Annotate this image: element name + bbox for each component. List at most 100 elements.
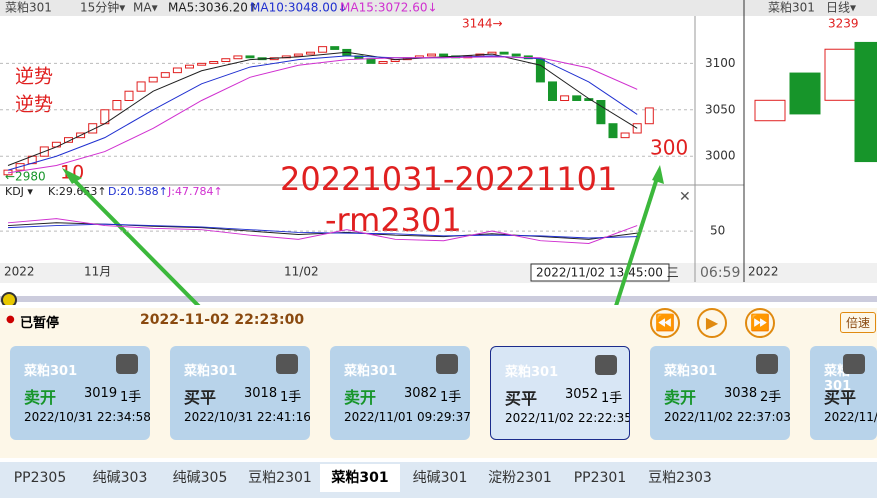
note: 20221031-20221101 bbox=[280, 160, 617, 198]
line bbox=[7, 55, 638, 171]
note: 逆势 bbox=[15, 66, 53, 88]
kdj-j: J:47.784↑ bbox=[167, 185, 223, 198]
trade-card[interactable]: 菜粕301 买平 3018 1手 2022/10/31 22:41:16 bbox=[170, 346, 310, 440]
card-price: 3052 bbox=[565, 387, 599, 402]
speed-button[interactable]: 倍速 bbox=[840, 312, 877, 333]
candle bbox=[560, 95, 570, 101]
candle bbox=[608, 123, 618, 139]
tab[interactable]: PP2305 bbox=[13, 470, 67, 486]
candle bbox=[245, 55, 255, 59]
candle bbox=[644, 107, 654, 125]
next-button[interactable]: ⏩ bbox=[745, 308, 775, 338]
ma10: MA10:3048.00↓ bbox=[250, 1, 348, 15]
card-qty: 1手 bbox=[280, 390, 302, 405]
daily-candle bbox=[854, 41, 877, 163]
card-price: 3018 bbox=[244, 386, 278, 401]
candle bbox=[330, 46, 340, 50]
kdj-k: K:29.653↑ bbox=[48, 185, 107, 198]
chat-icon[interactable] bbox=[436, 354, 458, 374]
candle bbox=[427, 53, 436, 57]
candle bbox=[124, 90, 134, 102]
trade-card[interactable]: 菜粕301 卖开 3082 1手 2022/11/01 09:29:37 bbox=[330, 346, 470, 440]
chat-icon[interactable] bbox=[116, 354, 138, 374]
x-label: 11月 bbox=[84, 265, 111, 279]
period[interactable]: 15分钟▾ bbox=[80, 0, 125, 15]
tab[interactable]: 纯碱305 bbox=[172, 470, 228, 486]
y-tick-label: 3000 bbox=[705, 149, 736, 163]
note: 300 bbox=[650, 136, 688, 160]
card-qty: 1手 bbox=[120, 390, 142, 405]
ma15: MA15:3072.60↓ bbox=[340, 1, 438, 15]
slider-track[interactable] bbox=[0, 296, 877, 302]
prev-button[interactable]: ⏪ bbox=[650, 308, 680, 338]
candle bbox=[136, 81, 146, 92]
tab[interactable]: 豆粕2301 bbox=[248, 470, 312, 486]
status: 已暂停 bbox=[20, 316, 60, 331]
note: 逆势 bbox=[15, 94, 53, 116]
card-qty: 1手 bbox=[601, 391, 623, 406]
candle bbox=[221, 58, 231, 63]
card-time: 2022/11/02 22:37:03 bbox=[664, 410, 790, 424]
chat-icon[interactable] bbox=[756, 354, 778, 374]
chat-icon[interactable] bbox=[595, 355, 617, 375]
trade-card[interactable]: 菜粕301 卖开 3038 2手 2022/11/02 22:37:03 bbox=[650, 346, 790, 440]
candle bbox=[64, 137, 73, 143]
ma5: MA5:3036.20↑ bbox=[168, 1, 258, 15]
candle bbox=[197, 62, 207, 66]
card-time: 2022/11/0 bbox=[824, 410, 877, 424]
y-tick-label: 3050 bbox=[705, 102, 736, 116]
tab[interactable]: 纯碱301 bbox=[412, 470, 468, 486]
card-action: 买平 bbox=[824, 388, 857, 407]
tab[interactable]: 纯碱303 bbox=[92, 470, 148, 486]
low-note: ←2980 bbox=[5, 170, 46, 184]
card-action: 卖开 bbox=[344, 388, 377, 407]
trade-card[interactable]: 菜粕301 卖开 3019 1手 2022/10/31 22:34:58 bbox=[10, 346, 150, 440]
card-action: 买平 bbox=[505, 389, 538, 408]
candle bbox=[572, 95, 582, 101]
right-period[interactable]: 日线▾ bbox=[826, 1, 856, 15]
right-symbol: 菜粕301 bbox=[768, 0, 815, 15]
play-time: 2022-11-02 22:23:00 bbox=[140, 312, 305, 328]
tab-bar: PP2305 纯碱303 纯碱305 豆粕2301 菜粕301 纯碱301 淀粉2301 PP… bbox=[0, 462, 877, 498]
tab[interactable]: 豆粕2303 bbox=[648, 470, 712, 486]
daily-candle bbox=[789, 72, 821, 115]
play-button[interactable]: ▶ bbox=[697, 308, 727, 338]
x-label: 2022 bbox=[748, 265, 779, 279]
card-price: 3019 bbox=[84, 386, 118, 401]
y-tick-label: 3100 bbox=[705, 56, 736, 70]
card-name: 菜粕301 bbox=[344, 364, 398, 379]
card-name: 菜粕301 bbox=[24, 364, 78, 379]
candle bbox=[535, 58, 545, 83]
tab[interactable]: PP2301 bbox=[573, 470, 627, 486]
candle bbox=[548, 81, 557, 102]
tab[interactable]: 淀粉2301 bbox=[488, 470, 552, 486]
card-name: 菜粕301 bbox=[505, 365, 559, 380]
symbol: 菜粕301 bbox=[5, 0, 52, 15]
kdj-label[interactable]: KDJ ▾ bbox=[5, 185, 33, 198]
candle bbox=[499, 51, 509, 55]
chat-icon[interactable] bbox=[843, 354, 865, 374]
card-time: 2022/11/01 09:29:37 bbox=[344, 410, 470, 424]
arrowhead bbox=[652, 165, 664, 184]
candle bbox=[160, 72, 170, 78]
candle bbox=[511, 53, 521, 57]
candle bbox=[318, 46, 328, 53]
ma-menu[interactable]: MA▾ bbox=[133, 1, 158, 15]
candle bbox=[233, 55, 243, 60]
card-name: 菜粕301 bbox=[184, 364, 238, 379]
card-price: 3038 bbox=[724, 386, 758, 401]
arrowhead bbox=[62, 168, 82, 184]
cursor-time: 2022/11/02 13:45:00 三 bbox=[536, 266, 679, 280]
trade-card[interactable]: 菜粕301 买平 3052 1手 2022/11/02 22:22:35 bbox=[490, 346, 630, 440]
candle bbox=[51, 141, 61, 148]
card-time: 2022/10/31 22:41:16 bbox=[184, 410, 310, 424]
candle bbox=[88, 123, 98, 134]
tab[interactable]: 菜粕301 bbox=[320, 464, 400, 492]
arrows bbox=[70, 174, 660, 305]
candle bbox=[209, 61, 219, 64]
close-kdj[interactable]: ✕ bbox=[679, 189, 691, 205]
slider-knob[interactable] bbox=[1, 292, 17, 305]
chat-icon[interactable] bbox=[276, 354, 298, 374]
